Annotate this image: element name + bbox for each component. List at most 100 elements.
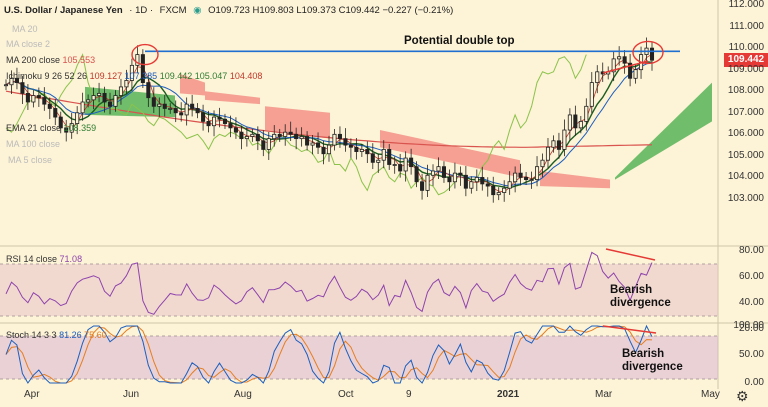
candle-body bbox=[370, 153, 375, 163]
candle-body bbox=[129, 64, 134, 81]
candle-body bbox=[288, 131, 293, 135]
candle-body bbox=[589, 82, 594, 107]
rsi-tick-label: 60.00 bbox=[738, 271, 764, 282]
time-axis-label: May bbox=[701, 389, 720, 400]
candle-body bbox=[233, 127, 238, 133]
candle-body bbox=[222, 118, 228, 124]
price-tick-label: 112.000 bbox=[728, 0, 764, 10]
rsi-label: RSI 14 close 71.08 bbox=[6, 254, 83, 264]
candle-body bbox=[376, 159, 381, 163]
rsi-line bbox=[5, 251, 653, 315]
price-trendline bbox=[602, 60, 649, 74]
candle-body bbox=[540, 159, 545, 168]
candle-body bbox=[562, 129, 567, 150]
oscillator-lines bbox=[5, 251, 653, 384]
candle-body bbox=[496, 192, 501, 196]
stoch-divergence-annotation: Bearish divergence bbox=[622, 348, 683, 373]
candle-body bbox=[118, 86, 123, 96]
ichimoku-label: Ichimoku 9 26 52 26 109.127 107.385 109.… bbox=[6, 71, 263, 81]
candle-body bbox=[195, 108, 200, 114]
candle-body bbox=[75, 112, 80, 124]
candle-body bbox=[452, 172, 457, 183]
candle-body bbox=[124, 80, 129, 88]
candle-body bbox=[58, 116, 63, 129]
candle-body bbox=[25, 92, 30, 103]
candle-body bbox=[310, 142, 315, 146]
candle-body bbox=[567, 114, 572, 131]
time-axis-label: Aug bbox=[234, 389, 252, 400]
price-tick-label: 111.000 bbox=[729, 20, 764, 32]
stoch-tick-label: 50.00 bbox=[738, 348, 764, 360]
candle-body bbox=[458, 172, 463, 176]
candle-body bbox=[250, 133, 255, 137]
cloud-segment bbox=[540, 170, 610, 189]
ma100-label: MA 100 close bbox=[6, 139, 61, 149]
cloud-segment bbox=[85, 86, 175, 118]
ma200-label: MA 200 close 105.553 bbox=[6, 55, 96, 65]
stoch-divergence-line bbox=[602, 325, 657, 334]
candle-body bbox=[14, 77, 19, 83]
candle-body bbox=[244, 136, 249, 140]
candle-body bbox=[381, 149, 386, 161]
ma-20-label: MA 20 bbox=[12, 24, 38, 34]
rsi-tick-label: 20.00 bbox=[738, 323, 764, 334]
candle-body bbox=[135, 54, 140, 66]
time-axis-label: Jun bbox=[123, 389, 140, 400]
time-axis-label: Mar bbox=[595, 389, 613, 400]
cloud-segment bbox=[615, 82, 712, 180]
price-tick-label: 107.000 bbox=[727, 106, 764, 118]
candle-body bbox=[409, 157, 414, 168]
candle-body bbox=[266, 138, 271, 150]
last-price-tag: 109.442 bbox=[724, 53, 768, 68]
rsi-tick-label: 80.00 bbox=[738, 245, 764, 256]
candle-body bbox=[414, 166, 419, 183]
ichimoku-cloud bbox=[85, 73, 712, 189]
candle-body bbox=[480, 177, 485, 185]
stoch-k-line bbox=[5, 324, 653, 384]
candle-body bbox=[337, 133, 342, 140]
settings-gear-icon[interactable]: ⚙ bbox=[736, 388, 749, 404]
candle-body bbox=[491, 185, 496, 196]
candle-body bbox=[573, 114, 578, 129]
candle-body bbox=[316, 142, 321, 148]
candle-body bbox=[628, 62, 633, 79]
rsi-band bbox=[0, 264, 718, 316]
price-tick-label: 108.000 bbox=[727, 85, 764, 97]
candle-body bbox=[513, 172, 518, 183]
candle-body bbox=[190, 103, 195, 109]
candle-body bbox=[354, 146, 359, 152]
stoch-label: Stoch 14 3 3 81.26 75.60 bbox=[6, 330, 107, 340]
candle-body bbox=[97, 92, 102, 96]
candle-body bbox=[179, 112, 184, 116]
price-tick-label: 105.000 bbox=[727, 149, 764, 161]
candle-body bbox=[228, 123, 233, 129]
candle-body bbox=[348, 144, 353, 148]
candle-body bbox=[485, 183, 490, 187]
top-marker-2 bbox=[632, 40, 664, 65]
stoch-band bbox=[0, 336, 718, 379]
status-icon: ◉ bbox=[193, 5, 202, 16]
candle-body bbox=[151, 97, 156, 107]
ma5-label: MA 5 close bbox=[8, 155, 53, 165]
candle-body bbox=[343, 138, 348, 146]
candle-body bbox=[64, 127, 69, 133]
candle-body bbox=[261, 140, 266, 150]
rsi-tick-label: 40.00 bbox=[738, 297, 764, 308]
candle-body bbox=[162, 103, 167, 109]
candle-body bbox=[80, 101, 85, 114]
rsi-divergence-annotation: Bearish divergence bbox=[610, 284, 671, 309]
top-marker-1 bbox=[131, 43, 159, 66]
candle-body bbox=[255, 133, 260, 142]
candle-body bbox=[447, 177, 452, 183]
candle-body bbox=[474, 177, 479, 183]
ma-close-label: MA close 2 bbox=[6, 39, 51, 49]
candle-body bbox=[584, 105, 589, 122]
candle-body bbox=[299, 136, 304, 140]
price-tick-label: 110.000 bbox=[728, 42, 764, 54]
candle-body bbox=[595, 71, 600, 83]
candle-body bbox=[102, 92, 107, 103]
candle-body bbox=[206, 121, 211, 127]
candle-body bbox=[69, 123, 74, 133]
candle-body bbox=[551, 140, 556, 148]
